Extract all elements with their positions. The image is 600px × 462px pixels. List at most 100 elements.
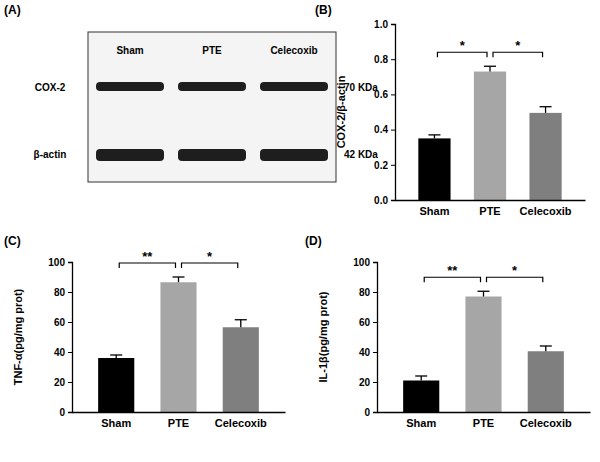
tick: 60 [359,317,377,328]
error-cap [110,354,122,355]
tick-label: 100 [353,257,370,268]
tick-mark [373,292,377,293]
tick-label: Sham [419,205,449,217]
bar [465,297,501,413]
x-axis: ShamPTECelecoxib [73,412,286,429]
tick: 0.6 [374,89,395,100]
tick-mark [68,382,72,383]
y-axis: 020406080100 [48,257,72,418]
lane-label: Celecoxib [270,45,317,56]
tick-mark [391,200,395,201]
error-bar [110,355,122,358]
tick: PTE [168,412,189,429]
tick-label: 60 [54,317,66,328]
tick: Sham [406,412,436,429]
tick-mark [68,292,72,293]
error-bar [235,320,247,328]
tick-mark [391,24,395,25]
band [260,82,328,91]
tick-label: 20 [359,377,371,388]
tick-label: Celecoxib [215,417,267,429]
tick: 80 [54,287,72,298]
tick: 1.0 [374,19,395,30]
tick: 40 [359,347,377,358]
tick: Celecoxib [520,412,572,429]
error-cap [478,291,490,292]
axis-title: IL-1β(pg/mg prot) [317,291,329,382]
error-stem [545,107,546,113]
bar [223,327,259,412]
error-cap [428,134,440,135]
band [178,82,246,91]
row-label: COX-2 [35,82,66,93]
tick-label: 60 [359,317,371,328]
tick-label: PTE [479,205,500,217]
tick-label: 1.0 [374,19,388,30]
blot-frame [88,32,336,182]
tick: 0.4 [374,124,395,135]
axis-line [378,412,591,413]
tick-label: 0 [59,407,65,418]
bar [160,282,196,412]
band [96,149,164,161]
tick: 0.2 [374,160,395,171]
tick-mark [391,94,395,95]
band [260,149,328,161]
tick: 0.0 [374,195,395,206]
bar [528,351,564,412]
axis-line [396,200,586,201]
error-stem [421,376,422,381]
bar-chart: (D) 0 20 40 60 80 100 Sham PTE Celecoxib IL-1β(pg/… [305,234,591,429]
error-bar [484,66,496,71]
bar [403,381,439,413]
bar [529,113,561,200]
tick-label: 0.0 [374,195,388,206]
tick-label: Celecoxib [520,205,572,217]
bar [418,138,450,200]
tick-label: 100 [48,257,65,268]
tick: Sham [419,200,449,217]
panel-label: (D) [305,234,322,248]
row-label: β-actin [34,149,67,160]
tick-mark [391,165,395,166]
error-bar [415,376,427,381]
panel-label: (C) [4,234,21,248]
error-bar [428,135,440,139]
significance-label: * [515,38,521,53]
band [178,149,246,161]
tick: PTE [479,200,500,217]
lane-label: PTE [202,45,222,56]
bar-chart: (C)020406080100ShamPTECelecoxibTNF-α(pg/… [4,234,286,429]
axis-line [73,412,286,413]
tick-mark [68,352,72,353]
plot-area [418,66,561,200]
lane-label: Sham [116,45,143,56]
tick-mark [373,412,377,413]
error-bar [540,107,552,113]
tick: 20 [359,377,377,388]
error-bar [173,277,185,282]
axis-line [373,263,378,413]
y-axis: 0 20 40 60 80 100 [353,257,377,418]
tick: Celecoxib [520,200,572,217]
tick: 0 [364,407,377,418]
panel-label: (B) [315,3,332,17]
tick-label: 80 [54,287,66,298]
tick-label: 0.4 [374,124,388,135]
panel-label: (A) [4,3,21,17]
plot-area [98,277,259,412]
axis-title: TNF-α(pg/mg prot) [12,288,24,385]
tick-label: 0.8 [374,54,388,65]
error-bar [478,291,490,296]
blot-panel: (A)ShamPTECelecoxibCOX-270 KDaβ-actin42 … [4,3,378,182]
tick-mark [391,130,395,131]
tick-label: Sham [406,417,436,429]
tick-label: 0.6 [374,89,388,100]
bar [474,72,506,200]
tick: PTE [473,412,494,429]
tick-label: 20 [54,377,66,388]
significance-label: * [460,38,466,53]
tick-label: 80 [359,287,371,298]
tick-label: 40 [359,347,371,358]
error-stem [178,277,179,282]
